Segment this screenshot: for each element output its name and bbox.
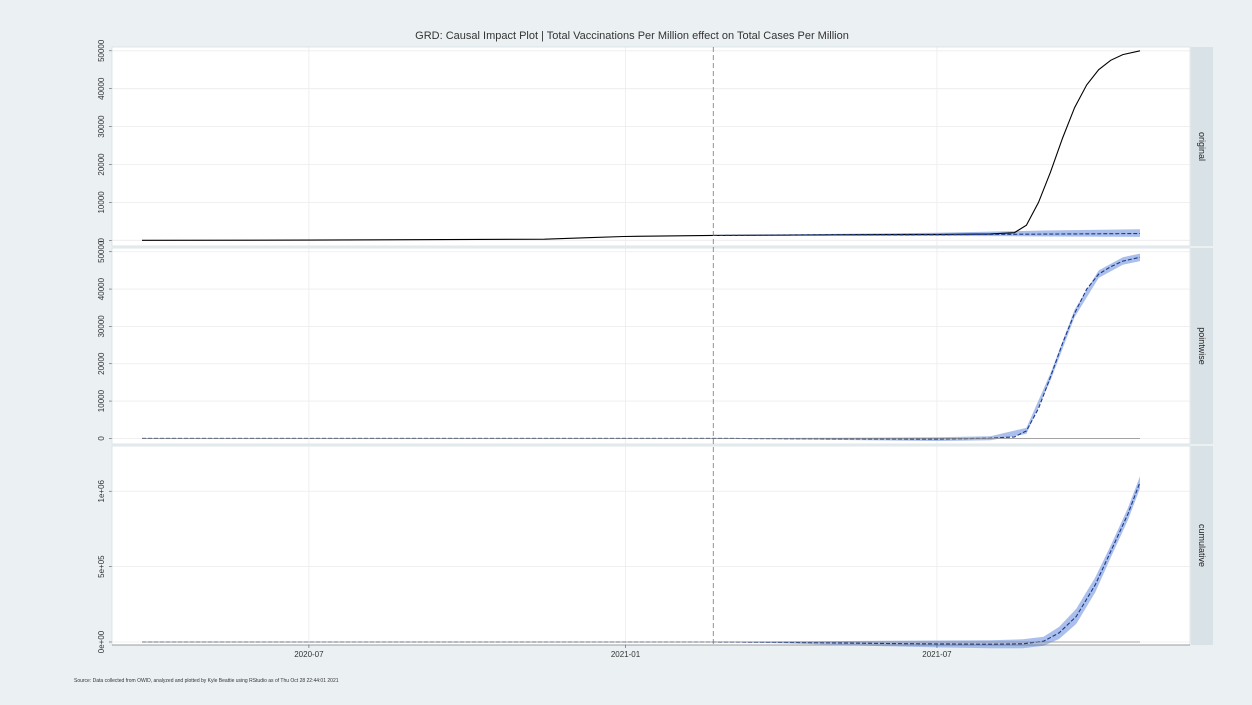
y-tick-label: 20000: [97, 153, 106, 176]
y-tick-label: 30000: [97, 315, 106, 338]
series-predicted: [713, 232, 1141, 236]
y-tick-label: 50000: [97, 240, 106, 263]
x-tick-label: 2020-07: [294, 650, 324, 659]
series-cumulative-effect: [142, 482, 1141, 645]
panel-border: [111, 247, 1191, 445]
facet-strip-label: cumulative: [1197, 524, 1207, 567]
y-tick-label: 40000: [97, 277, 106, 300]
facet-strip: [1191, 248, 1213, 444]
facet-strip-label: pointwise: [1197, 327, 1207, 365]
chart-title: GRD: Causal Impact Plot | Total Vaccinat…: [415, 30, 849, 42]
y-tick-label: 5e+05: [97, 555, 106, 578]
panel-background: [112, 47, 1190, 246]
y-tick-label: 1e+06: [97, 479, 106, 502]
panel-original: 0 10000 20000 30000 40000 50000 original: [97, 39, 1213, 247]
facet-strip: [1191, 446, 1213, 645]
x-tick-label: 2021-01: [611, 650, 641, 659]
y-tick-label: 10000: [97, 191, 106, 214]
panel-cumulative: 0e+00 5e+05 1e+06 cumulative: [97, 445, 1213, 653]
y-tick-label: 10000: [97, 389, 106, 412]
panel-pointwise: 0 10000 20000 30000 40000 50000 pointwise: [97, 240, 1213, 445]
chart-caption: Source: Data collected from OWID, analyz…: [74, 678, 339, 684]
y-tick-label: 40000: [97, 77, 106, 100]
y-tick-label: 50000: [97, 39, 106, 62]
y-tick-label: 0: [97, 436, 106, 441]
panel-background: [112, 446, 1190, 645]
series-observed: [141, 50, 1141, 241]
facet-strip-label: original: [1197, 132, 1207, 161]
y-tick-label: 30000: [97, 115, 106, 138]
y-tick-label: 0: [97, 238, 106, 243]
x-tick-label: 2021-07: [922, 650, 952, 659]
panel-border: [111, 46, 1191, 247]
panels-layer: 0 10000 20000 30000 40000 50000 original 0 10000…: [97, 39, 1213, 653]
panel-background: [112, 248, 1190, 444]
x-axis: 2020-07 2021-01 2021-07: [112, 644, 1190, 659]
y-tick-label: 20000: [97, 352, 106, 375]
facet-strip: [1191, 47, 1213, 246]
y-tick-label: 0e+00: [97, 630, 106, 653]
